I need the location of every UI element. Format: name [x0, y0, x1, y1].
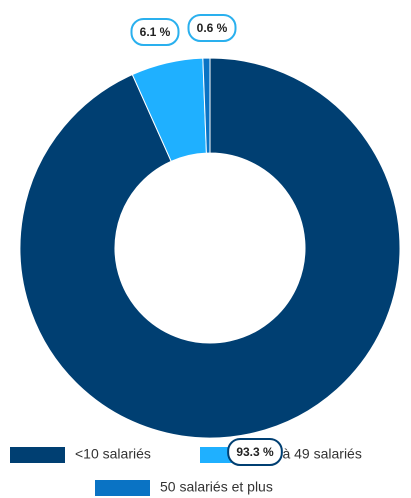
- data-label-box: [187, 14, 237, 42]
- donut-slice: [19, 57, 401, 439]
- data-label-box: [130, 18, 180, 46]
- legend-swatch: [10, 447, 65, 463]
- data-label: 0.6 %: [187, 14, 237, 42]
- data-label: 6.1 %: [130, 18, 180, 46]
- legend-swatch: [95, 480, 150, 496]
- legend-label: 50 salariés et plus: [160, 479, 273, 495]
- data-label-text: 0.6 %: [197, 21, 228, 35]
- legend-label: 10 à 49 salariés: [263, 446, 362, 462]
- data-label-text: 93.3 %: [236, 445, 274, 459]
- data-label-box: [227, 438, 283, 466]
- data-label-text: 6.1 %: [140, 25, 171, 39]
- legend-label: <10 salariés: [75, 446, 151, 462]
- data-label: 93.3 %: [227, 438, 283, 466]
- donut-slice: [202, 57, 211, 154]
